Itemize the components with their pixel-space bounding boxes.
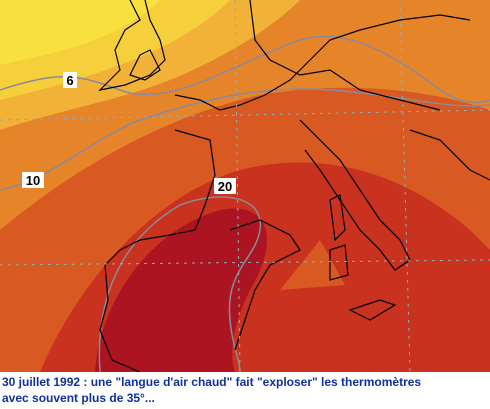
band-hot — [95, 208, 267, 372]
caption-line: avec souvent plus de 35°... — [2, 391, 155, 405]
contour-label-box — [63, 72, 77, 88]
contour-line — [0, 88, 490, 191]
band-warm-spot — [280, 240, 345, 290]
caption-line: 30 juillet 1992 : une "langue d'air chau… — [2, 375, 422, 389]
graticule — [0, 0, 490, 372]
contour-label: 20 — [218, 179, 232, 194]
contour-line — [98, 196, 261, 372]
contour-label: 10 — [26, 173, 40, 188]
weather-map: 6 10 20 — [0, 0, 490, 372]
band-yellow-light — [0, 0, 160, 65]
caption: 30 juillet 1992 : une "langue d'air chau… — [2, 374, 488, 406]
contour-label: 6 — [66, 73, 73, 88]
contour-label-box — [214, 178, 236, 194]
contour-line — [0, 35, 490, 104]
coastlines — [98, 0, 490, 372]
contour-label-box — [22, 172, 44, 188]
